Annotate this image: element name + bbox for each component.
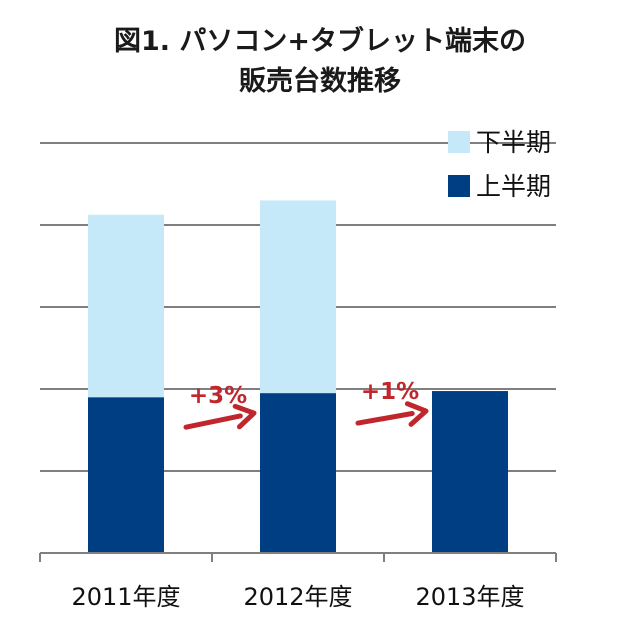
legend-swatch bbox=[448, 131, 470, 153]
bar-second-half bbox=[88, 214, 164, 398]
x-tick-label: 2012年度 bbox=[243, 583, 352, 611]
chart-title: 図1. パソコン+タブレット端末の 販売台数推移 bbox=[0, 22, 640, 102]
legend-label: 上半期 bbox=[476, 172, 551, 201]
growth-label: +3% bbox=[189, 383, 247, 409]
growth-arrow-head bbox=[404, 401, 429, 427]
bar-first-half bbox=[432, 391, 508, 553]
legend-swatch bbox=[448, 175, 470, 197]
x-tick-label: 2011年度 bbox=[71, 583, 180, 611]
growth-arrow-shaft bbox=[183, 413, 243, 430]
growth-arrow-shaft bbox=[355, 410, 415, 426]
x-tick-label: 2013年度 bbox=[415, 583, 524, 611]
bar-first-half bbox=[88, 397, 164, 553]
chart-title-line-1: 図1. パソコン+タブレット端末の bbox=[113, 26, 527, 57]
growth-label: +1% bbox=[361, 379, 419, 405]
growth-arrow-head bbox=[232, 403, 257, 430]
chart-title-line-2: 販売台数推移 bbox=[239, 66, 401, 97]
bar-first-half bbox=[260, 393, 336, 553]
legend-label: 下半期 bbox=[476, 128, 551, 157]
bar-second-half bbox=[260, 200, 336, 394]
